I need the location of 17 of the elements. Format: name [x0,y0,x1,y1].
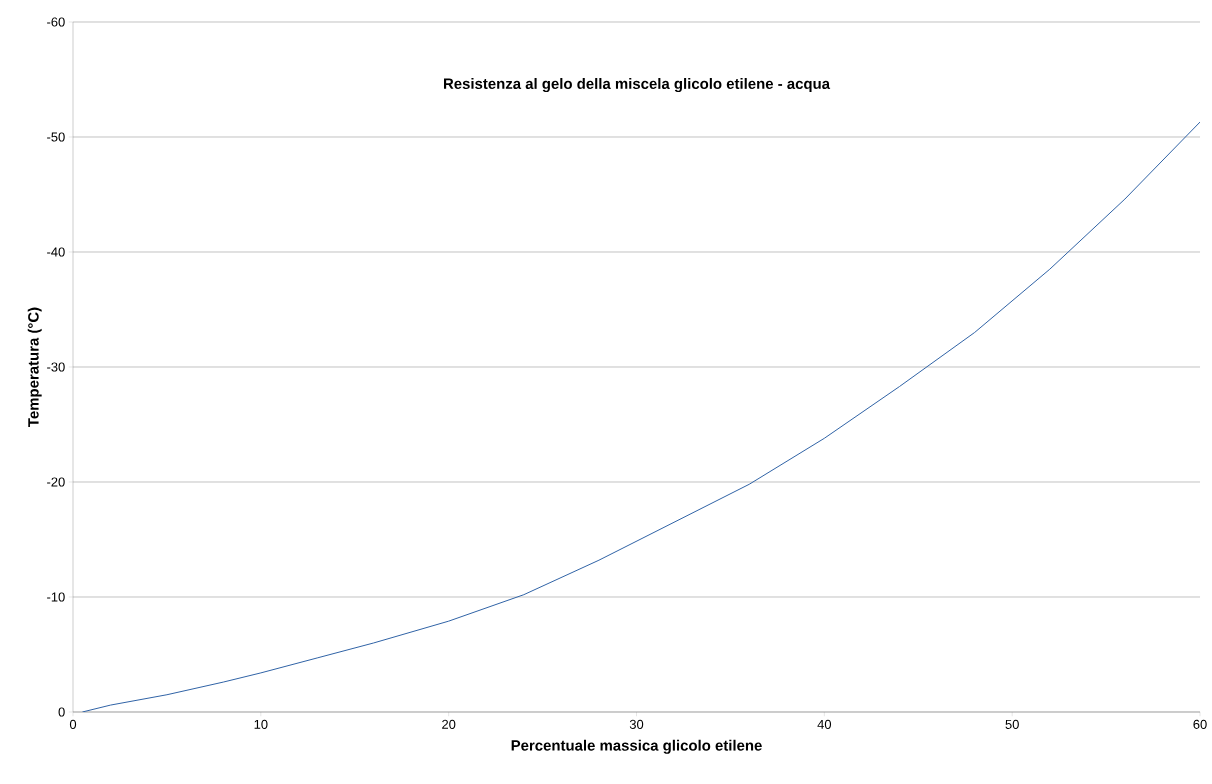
y-axis-title: Temperatura (°C) [27,307,42,427]
x-tick-label: 0 [69,719,77,729]
y-tick-label: -30 [47,362,65,372]
y-tick-label: -20 [47,477,65,487]
y-tick-label: -60 [47,17,65,27]
y-tick-label: 0 [58,707,65,717]
y-tick-label: -40 [47,247,65,257]
x-axis-title: Percentuale massica glicolo etilene [511,739,762,754]
x-tick-label: 50 [1005,719,1019,729]
y-tick-label: -10 [47,592,65,602]
y-tick-label: -50 [47,132,65,142]
x-tick-label: 40 [817,719,832,729]
x-tick-label: 10 [254,719,268,729]
text: Resistenza al gelo della miscela glicolo etilene - acqua [444,78,831,93]
x-tick-label: 20 [442,719,456,729]
x-tick-label: 60 [1193,719,1207,729]
x-tick-label: 30 [629,719,644,729]
